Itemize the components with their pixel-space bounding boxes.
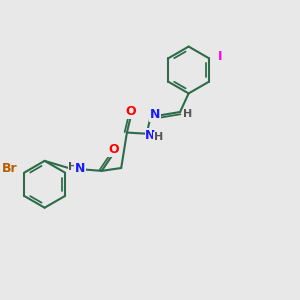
Text: I: I xyxy=(218,50,222,63)
Text: H: H xyxy=(68,162,77,172)
Text: H: H xyxy=(183,109,193,119)
Text: Br: Br xyxy=(2,162,17,175)
Text: O: O xyxy=(126,106,136,118)
Text: N: N xyxy=(150,108,160,121)
Text: N: N xyxy=(145,129,155,142)
Text: O: O xyxy=(108,143,119,156)
Text: H: H xyxy=(154,132,163,142)
Text: N: N xyxy=(75,162,85,176)
